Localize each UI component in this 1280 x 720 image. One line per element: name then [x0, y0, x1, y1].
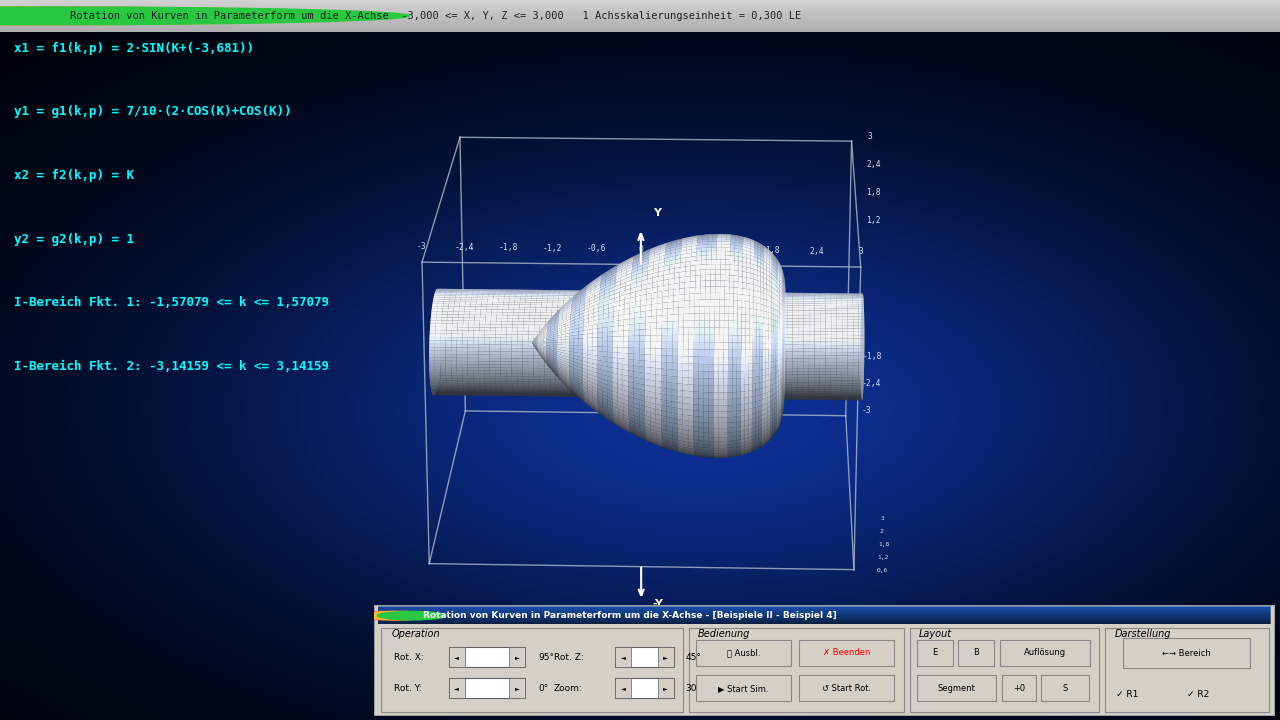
- FancyBboxPatch shape: [1042, 675, 1089, 701]
- FancyBboxPatch shape: [799, 640, 893, 665]
- FancyBboxPatch shape: [658, 678, 673, 698]
- FancyBboxPatch shape: [799, 675, 893, 701]
- FancyBboxPatch shape: [696, 675, 791, 701]
- Text: Rotation von Kurven in Parameterform um die X-Achse - [Beispiele II - Beispiel 4: Rotation von Kurven in Parameterform um …: [424, 611, 837, 620]
- Text: ✓ R1: ✓ R1: [1116, 690, 1139, 698]
- FancyBboxPatch shape: [1002, 675, 1036, 701]
- Text: y2 = g2(k,p) = 1: y2 = g2(k,p) = 1: [14, 233, 133, 246]
- Text: Rot. Y:: Rot. Y:: [393, 684, 421, 693]
- Text: Rot. Z:: Rot. Z:: [554, 652, 584, 662]
- Text: Bedienung: Bedienung: [698, 629, 750, 639]
- FancyBboxPatch shape: [658, 647, 673, 667]
- Text: +0: +0: [1012, 684, 1025, 693]
- Text: Rot. X:: Rot. X:: [393, 652, 424, 662]
- FancyBboxPatch shape: [616, 678, 631, 698]
- Text: Darstellung: Darstellung: [1115, 629, 1171, 639]
- Circle shape: [365, 611, 433, 620]
- Text: 30: 30: [686, 684, 698, 693]
- Text: x1 = f1(k,p) = 2·SIN(K+(-3,681)): x1 = f1(k,p) = 2·SIN(K+(-3,681)): [14, 42, 253, 55]
- FancyBboxPatch shape: [448, 647, 525, 667]
- Text: 45°: 45°: [686, 652, 701, 662]
- Text: Segment: Segment: [938, 684, 975, 693]
- FancyBboxPatch shape: [1000, 640, 1091, 665]
- Text: ◄: ◄: [454, 686, 460, 691]
- Text: E: E: [933, 648, 938, 657]
- Circle shape: [0, 7, 369, 24]
- Text: I-Bereich Fkt. 1: -1,57079 <= k <= 1,57079: I-Bereich Fkt. 1: -1,57079 <= k <= 1,570…: [14, 296, 329, 310]
- FancyBboxPatch shape: [448, 678, 465, 698]
- Circle shape: [0, 7, 389, 24]
- Text: ►: ►: [663, 654, 668, 660]
- Text: ►: ►: [515, 654, 520, 660]
- Text: ◄: ◄: [454, 654, 460, 660]
- FancyBboxPatch shape: [696, 640, 791, 665]
- Text: y1 = g1(k,p) = 7/10·(2·COS(K)+COS(K)): y1 = g1(k,p) = 7/10·(2·COS(K)+COS(K)): [14, 105, 291, 118]
- FancyBboxPatch shape: [381, 628, 682, 712]
- FancyBboxPatch shape: [509, 678, 525, 698]
- Text: Operation: Operation: [392, 629, 440, 639]
- Text: Layout: Layout: [919, 629, 952, 639]
- FancyBboxPatch shape: [616, 678, 673, 698]
- FancyBboxPatch shape: [448, 647, 465, 667]
- FancyBboxPatch shape: [616, 647, 631, 667]
- FancyBboxPatch shape: [374, 605, 1275, 716]
- FancyBboxPatch shape: [1106, 628, 1270, 712]
- Text: ✓ R2: ✓ R2: [1187, 690, 1208, 698]
- FancyBboxPatch shape: [616, 647, 673, 667]
- Text: I-Bereich Fkt. 2: -3,14159 <= k <= 3,14159: I-Bereich Fkt. 2: -3,14159 <= k <= 3,141…: [14, 360, 329, 373]
- Text: ►: ►: [663, 686, 668, 691]
- Circle shape: [0, 7, 410, 24]
- Text: 0°: 0°: [539, 684, 549, 693]
- Circle shape: [352, 611, 421, 620]
- Text: ▶ Start Sim.: ▶ Start Sim.: [718, 684, 769, 693]
- FancyBboxPatch shape: [509, 647, 525, 667]
- FancyBboxPatch shape: [918, 675, 996, 701]
- Circle shape: [378, 611, 445, 620]
- Text: ◄: ◄: [621, 654, 626, 660]
- Text: Rotation von Kurven in Parameterform um die X-Achse  -3,000 <= X, Y, Z <= 3,000 : Rotation von Kurven in Parameterform um …: [70, 11, 801, 21]
- Text: 95°: 95°: [539, 652, 554, 662]
- FancyBboxPatch shape: [957, 640, 993, 665]
- Text: B: B: [973, 648, 979, 657]
- Text: ►: ►: [515, 686, 520, 691]
- Text: x2 = f2(k,p) = K: x2 = f2(k,p) = K: [14, 169, 133, 182]
- FancyBboxPatch shape: [918, 640, 954, 665]
- Text: Auflösung: Auflösung: [1024, 648, 1066, 657]
- FancyBboxPatch shape: [379, 607, 1270, 624]
- Text: ✗ Beenden: ✗ Beenden: [823, 648, 870, 657]
- FancyBboxPatch shape: [1124, 638, 1249, 668]
- FancyBboxPatch shape: [448, 678, 525, 698]
- Text: ↺ Start Rot.: ↺ Start Rot.: [822, 684, 870, 693]
- Text: ◄: ◄: [621, 686, 626, 691]
- FancyBboxPatch shape: [689, 628, 904, 712]
- Text: Zoom:: Zoom:: [554, 684, 582, 693]
- FancyBboxPatch shape: [910, 628, 1100, 712]
- Text: S: S: [1062, 684, 1068, 693]
- Text: 📷 Ausbl.: 📷 Ausbl.: [727, 648, 760, 657]
- Text: ←→ Bereich: ←→ Bereich: [1162, 649, 1211, 657]
